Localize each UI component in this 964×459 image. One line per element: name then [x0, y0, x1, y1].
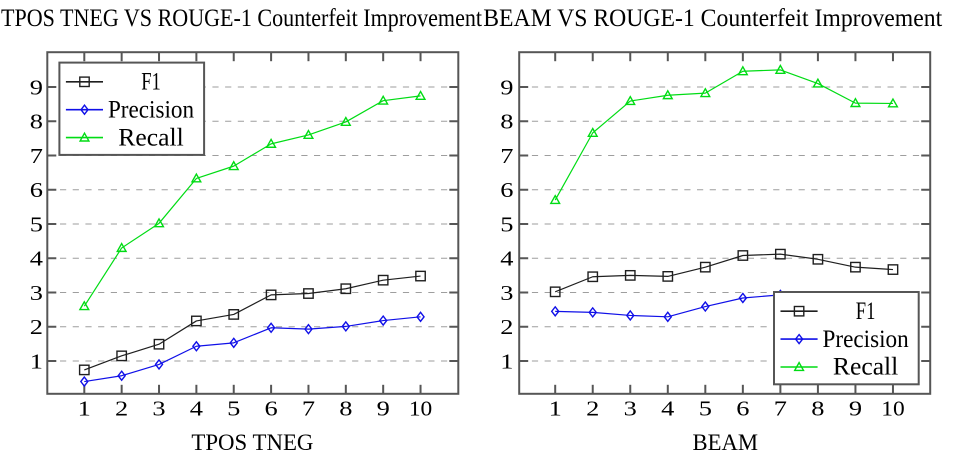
svg-text:Recall: Recall: [118, 124, 183, 151]
svg-text:F1: F1: [856, 298, 876, 325]
svg-text:7: 7: [30, 144, 44, 168]
svg-text:4: 4: [30, 247, 44, 271]
svg-text:3: 3: [30, 281, 43, 305]
svg-text:F1: F1: [141, 69, 161, 96]
svg-text:BEAM VS ROUGE-1 Counterfeit Im: BEAM VS ROUGE-1 Counterfeit Improvement: [483, 5, 942, 32]
svg-text:6: 6: [30, 178, 44, 202]
svg-text:5: 5: [30, 212, 43, 236]
svg-text:5: 5: [227, 396, 240, 420]
svg-text:8: 8: [30, 110, 43, 134]
svg-text:8: 8: [500, 110, 513, 134]
svg-text:2: 2: [500, 315, 513, 339]
svg-text:4: 4: [500, 247, 514, 271]
svg-text:7: 7: [774, 396, 788, 420]
svg-text:5: 5: [699, 396, 712, 420]
svg-text:Precision: Precision: [823, 326, 910, 353]
svg-text:2: 2: [586, 396, 599, 420]
svg-text:9: 9: [849, 396, 862, 420]
svg-text:1: 1: [78, 396, 91, 420]
svg-text:1: 1: [30, 349, 43, 373]
svg-text:Recall: Recall: [833, 354, 898, 381]
svg-text:BEAM: BEAM: [693, 430, 759, 456]
svg-text:10: 10: [881, 396, 904, 420]
svg-text:1: 1: [500, 349, 513, 373]
svg-text:5: 5: [500, 212, 513, 236]
svg-text:TPOS TNEG: TPOS TNEG: [191, 430, 313, 456]
svg-text:4: 4: [190, 396, 204, 420]
svg-text:4: 4: [661, 396, 675, 420]
svg-text:10: 10: [409, 396, 432, 420]
svg-text:3: 3: [624, 396, 637, 420]
svg-text:8: 8: [339, 396, 352, 420]
svg-text:9: 9: [30, 75, 43, 99]
svg-text:8: 8: [811, 396, 824, 420]
svg-text:2: 2: [115, 396, 128, 420]
svg-text:7: 7: [500, 144, 514, 168]
svg-text:TPOS TNEG VS ROUGE-1 Counterfe: TPOS TNEG VS ROUGE-1 Counterfeit Improve…: [1, 5, 482, 32]
svg-text:1: 1: [549, 396, 562, 420]
svg-text:7: 7: [302, 396, 316, 420]
svg-text:9: 9: [500, 75, 513, 99]
svg-text:3: 3: [152, 396, 165, 420]
svg-text:6: 6: [736, 396, 750, 420]
svg-text:Precision: Precision: [108, 96, 195, 123]
svg-text:6: 6: [500, 178, 514, 202]
svg-text:2: 2: [30, 315, 43, 339]
svg-text:9: 9: [377, 396, 390, 420]
svg-text:6: 6: [265, 396, 279, 420]
svg-text:3: 3: [500, 281, 513, 305]
